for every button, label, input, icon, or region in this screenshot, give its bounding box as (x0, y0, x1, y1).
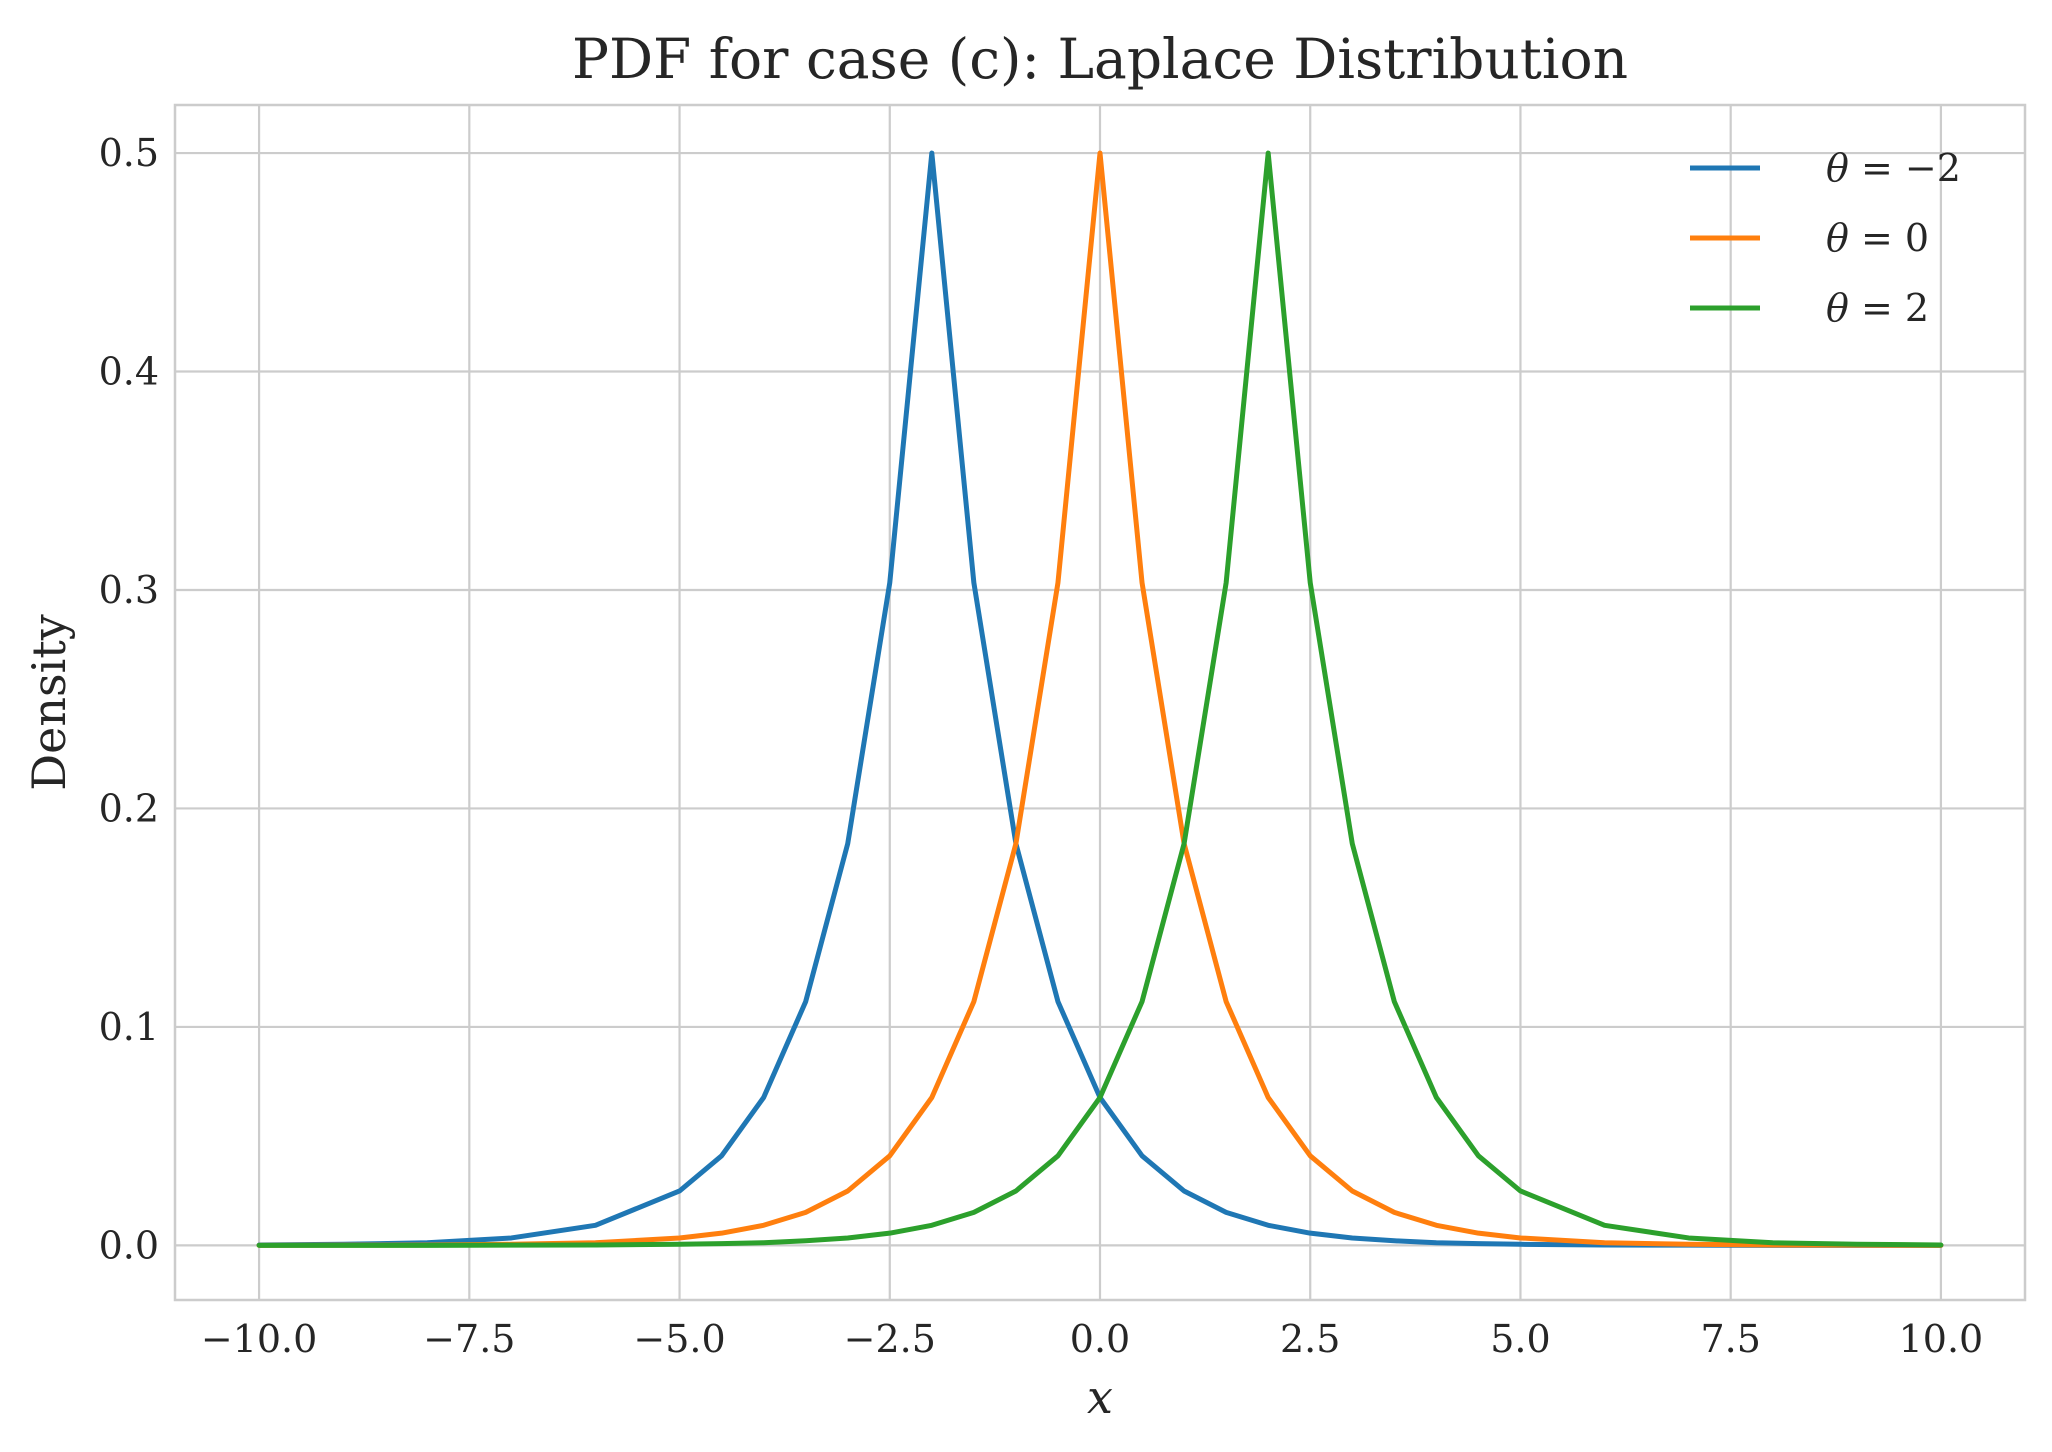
legend-label-2: θ = 2 (1826, 286, 1929, 330)
y-tick-label: 0.3 (99, 568, 159, 612)
grid (175, 105, 2025, 1300)
legend: θ = −2 θ = 0 θ = 2 (1690, 146, 1961, 330)
x-tick-label: −2.5 (844, 1317, 936, 1361)
y-tick-label: 0.1 (99, 1005, 159, 1049)
series-line-1 (256, 150, 1944, 1248)
y-tick-label: 0.5 (99, 131, 159, 175)
x-tick-label: 7.5 (1700, 1317, 1760, 1361)
y-tick-label: 0.2 (99, 786, 159, 830)
x-tick-label: 2.5 (1280, 1317, 1340, 1361)
chart-title: PDF for case (c): Laplace Distribution (572, 27, 1628, 91)
series-line-2 (256, 150, 1944, 1248)
tick-labels: −10.0 −7.5 −5.0 −2.5 0.0 2.5 5.0 7.5 10.0 0.0 0.1 0… (99, 131, 1984, 1361)
plot-frame (173, 103, 2027, 1302)
x-tick-label: 10.0 (1899, 1317, 1984, 1361)
x-tick-label: 5.0 (1490, 1317, 1550, 1361)
x-tick-label: −5.0 (633, 1317, 725, 1361)
x-axis-label: x (1087, 1370, 1113, 1424)
series-lines (256, 150, 1944, 1248)
y-tick-label: 0.0 (99, 1223, 159, 1267)
x-tick-label: −7.5 (423, 1317, 515, 1361)
x-tick-label: −10.0 (201, 1317, 317, 1361)
y-axis-label: Density (22, 614, 76, 791)
legend-label-1: θ = 0 (1826, 216, 1929, 260)
x-tick-label: 0.0 (1070, 1317, 1130, 1361)
legend-label-0: θ = −2 (1826, 146, 1961, 190)
y-tick-label: 0.4 (99, 350, 159, 394)
